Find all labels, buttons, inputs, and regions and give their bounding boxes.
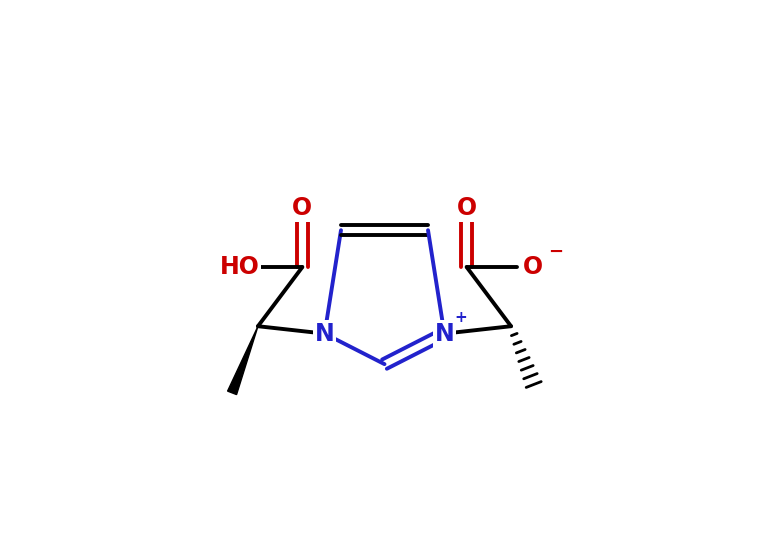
Text: HO: HO [219, 255, 259, 279]
Text: −: − [548, 243, 563, 261]
Polygon shape [228, 326, 258, 395]
Text: O: O [523, 255, 543, 279]
Text: +: + [454, 310, 467, 325]
Text: O: O [457, 196, 477, 220]
Text: N: N [434, 321, 454, 345]
Text: N: N [315, 321, 335, 345]
Text: O: O [292, 196, 312, 220]
